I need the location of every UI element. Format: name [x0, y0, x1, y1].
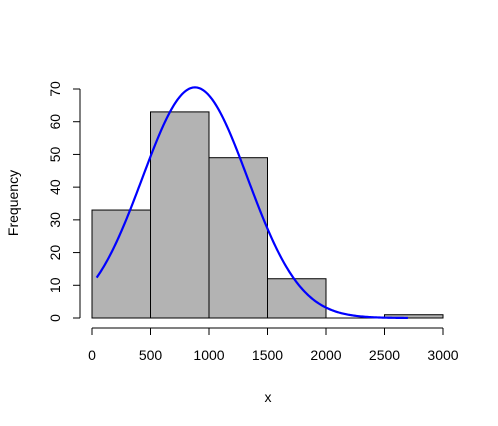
y-tick-label: 10 [47, 277, 63, 293]
histogram-bar [150, 111, 210, 319]
y-tick-label: 70 [47, 81, 63, 97]
x-tick-label: 500 [139, 347, 163, 363]
curve-group [95, 86, 408, 320]
histogram-bar [384, 314, 444, 319]
x-tick-label: 2500 [369, 347, 400, 363]
x-tick-label: 1000 [193, 347, 224, 363]
normal-curve-line [95, 86, 408, 320]
y-tick-label: 20 [47, 245, 63, 261]
x-axis: 0 500 1000 1500 2000 2500 3000 [88, 327, 459, 363]
y-tick-label: 40 [47, 179, 63, 195]
y-axis: 0 10 20 30 40 50 60 70 [47, 81, 81, 322]
x-tick-label: 3000 [427, 347, 458, 363]
histogram-bar [208, 157, 268, 319]
x-axis-label: x [265, 389, 272, 405]
y-tick-label: 0 [47, 314, 63, 322]
histogram-bar [267, 278, 327, 319]
y-tick-label: 60 [47, 114, 63, 130]
x-tick-label: 1500 [252, 347, 283, 363]
bars-group [91, 111, 444, 319]
y-axis-label: Frequency [5, 170, 21, 236]
x-tick-label: 2000 [310, 347, 341, 363]
x-tick-label: 0 [88, 347, 96, 363]
y-tick-label: 50 [47, 146, 63, 162]
histogram-bar [91, 209, 151, 319]
y-tick-label: 30 [47, 212, 63, 228]
